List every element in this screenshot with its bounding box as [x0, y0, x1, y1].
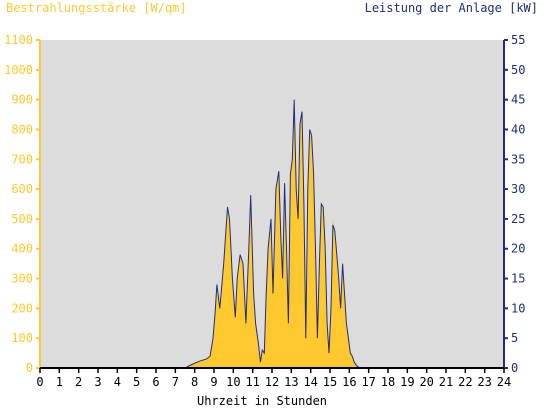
left-tick-label: 400: [11, 242, 33, 256]
left-tick-label: 1100: [4, 33, 33, 47]
right-tick-label: 40: [511, 122, 525, 136]
x-tick-label: 8: [191, 375, 198, 389]
x-tick-label: 7: [172, 375, 179, 389]
left-tick-label: 0: [26, 361, 33, 375]
right-tick-label: 5: [511, 331, 518, 345]
right-tick-label: 45: [511, 93, 525, 107]
x-axis-ticks: 0 1 2 3 4 5 6 7 8 9 10 11 12 13 14 15 16 17 18 19 20 21 22 23 24: [36, 368, 511, 389]
left-axis-ticks: 0 100 200 300 400 500 600 700 800 900 1000 1100: [4, 33, 40, 375]
x-tick-label: 6: [152, 375, 159, 389]
x-tick-label: 10: [226, 375, 240, 389]
x-axis-title: Uhrzeit in Stunden: [197, 394, 327, 408]
left-tick-label: 200: [11, 301, 33, 315]
right-tick-label: 55: [511, 33, 525, 47]
x-tick-label: 16: [342, 375, 356, 389]
right-tick-label: 10: [511, 301, 525, 315]
x-tick-label: 11: [245, 375, 259, 389]
right-tick-label: 20: [511, 242, 525, 256]
x-tick-label: 1: [56, 375, 63, 389]
x-tick-label: 19: [400, 375, 414, 389]
x-tick-label: 13: [284, 375, 298, 389]
left-axis-title: Bestrahlungsstärke [W/qm]: [6, 1, 187, 15]
x-tick-label: 5: [133, 375, 140, 389]
x-tick-label: 15: [323, 375, 337, 389]
x-tick-label: 23: [477, 375, 491, 389]
left-tick-label: 300: [11, 272, 33, 286]
power-line-layer: [40, 99, 504, 369]
right-tick-label: 35: [511, 152, 525, 166]
x-tick-label: 17: [361, 375, 375, 389]
x-tick-label: 0: [36, 375, 43, 389]
x-tick-label: 24: [497, 375, 511, 389]
right-tick-label: 25: [511, 212, 525, 226]
right-tick-label: 50: [511, 63, 525, 77]
x-tick-label: 3: [94, 375, 101, 389]
left-tick-label: 1000: [4, 63, 33, 77]
x-tick-label: 22: [458, 375, 472, 389]
right-tick-label: 30: [511, 182, 525, 196]
right-axis-title: Leistung der Anlage [kW]: [365, 1, 538, 15]
x-tick-label: 20: [419, 375, 433, 389]
x-tick-label: 2: [75, 375, 82, 389]
x-tick-label: 12: [265, 375, 279, 389]
left-tick-label: 100: [11, 331, 33, 345]
left-tick-label: 500: [11, 212, 33, 226]
right-tick-label: 15: [511, 272, 525, 286]
left-tick-label: 700: [11, 152, 33, 166]
power-series-line: [40, 99, 504, 369]
x-tick-label: 21: [439, 375, 453, 389]
right-tick-label: 0: [511, 361, 518, 375]
x-tick-label: 4: [114, 375, 121, 389]
right-axis-ticks: 0 5 10 15 20 25 30 35 40 45 50 55: [504, 33, 525, 375]
left-tick-label: 800: [11, 122, 33, 136]
x-tick-label: 18: [381, 375, 395, 389]
left-tick-label: 600: [11, 182, 33, 196]
x-tick-label: 9: [210, 375, 217, 389]
left-tick-label: 900: [11, 93, 33, 107]
x-tick-label: 14: [303, 375, 317, 389]
